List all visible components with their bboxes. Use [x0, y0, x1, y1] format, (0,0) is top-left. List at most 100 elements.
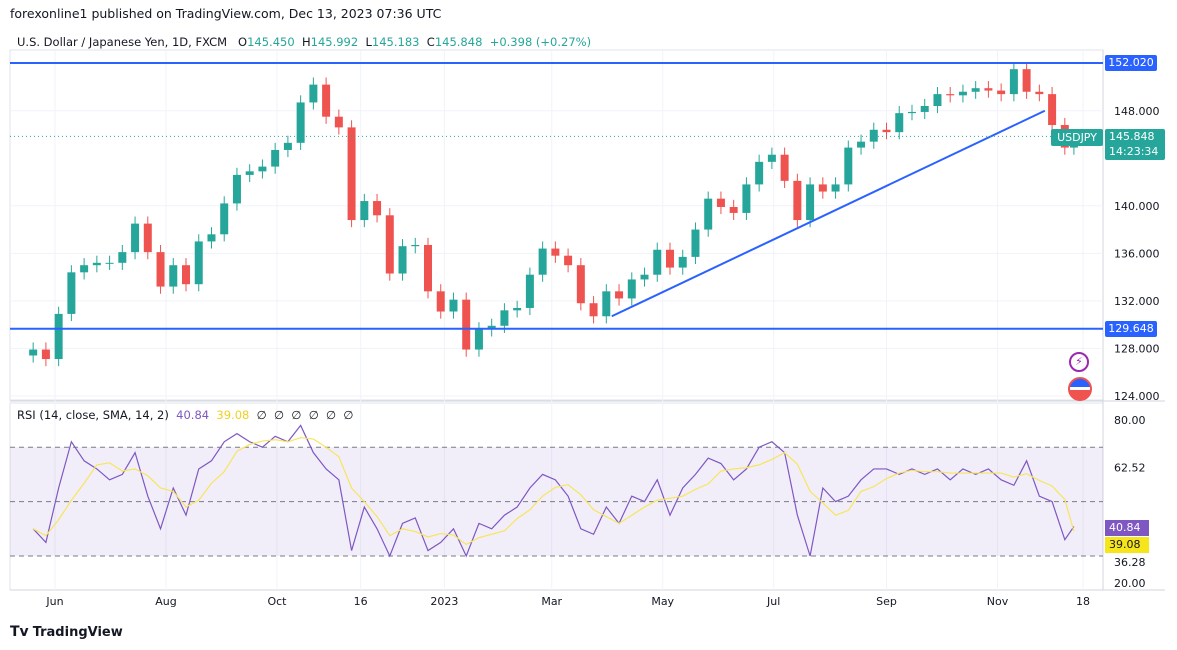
time-tick: 16 [354, 595, 368, 608]
candle [538, 248, 547, 275]
candle [907, 111, 916, 114]
candle [322, 84, 331, 117]
tradingview-logo[interactable]: 𝗧𝘃 TradingView [10, 624, 123, 640]
symbol-badge: USDJPY [1051, 129, 1103, 146]
empty-value: ∅ [308, 408, 319, 422]
lightning-icon[interactable]: ⚡ [1069, 352, 1089, 372]
candle [958, 91, 967, 96]
time-tick: Mar [541, 595, 562, 608]
candle [474, 329, 483, 350]
price-tick: 124.000 [1114, 390, 1160, 403]
close-value: 145.848 [434, 35, 483, 49]
high-label: H [301, 35, 311, 49]
rsi-value: 40.84 [176, 408, 210, 422]
candle [398, 246, 407, 274]
rsi-tick: 20.00 [1114, 577, 1146, 590]
price-tick: 136.000 [1114, 247, 1160, 260]
candle [118, 252, 127, 263]
candle [818, 184, 827, 192]
time-tick: Nov [987, 595, 1009, 608]
level-label-129: 129.648 [1105, 321, 1157, 337]
empty-value: ∅ [343, 408, 354, 422]
candle [182, 265, 191, 285]
candle [831, 184, 840, 192]
candle [423, 245, 432, 292]
candle [232, 174, 241, 204]
close-label: C [426, 35, 435, 49]
candle [869, 129, 878, 142]
time-tick: May [651, 595, 674, 608]
candle [41, 349, 50, 360]
candle [844, 147, 853, 185]
us-flag-icon[interactable] [1068, 377, 1092, 401]
candle [933, 94, 942, 107]
candle [857, 141, 866, 148]
last-price-label: 145.848 14:23:34 [1105, 129, 1165, 160]
candle [602, 291, 611, 317]
candle [258, 166, 267, 172]
candle [640, 274, 649, 280]
symbol-name: U.S. Dollar / Japanese Yen, 1D, FXCM [17, 35, 228, 49]
candle [513, 307, 522, 311]
candle [793, 180, 802, 221]
candle [347, 127, 356, 221]
low-value: 145.183 [371, 35, 420, 49]
symbol-legend: U.S. Dollar / Japanese Yen, 1D, FXCM O 14… [17, 35, 591, 49]
candle [755, 161, 764, 185]
candle [704, 198, 713, 230]
candle [1022, 69, 1031, 92]
candle [54, 313, 63, 360]
time-tick: Sep [876, 595, 897, 608]
candle [309, 84, 318, 103]
candle [767, 154, 776, 162]
candle [360, 201, 369, 221]
candle [156, 252, 165, 287]
candle [207, 234, 216, 242]
level-label-152: 152.020 [1105, 55, 1157, 71]
candle [716, 198, 725, 207]
candle [334, 116, 343, 128]
empty-value: ∅ [256, 408, 267, 422]
empty-value: ∅ [291, 408, 302, 422]
rsi-value-label: 40.84 [1105, 520, 1149, 536]
candle [665, 249, 674, 268]
candle [729, 206, 738, 213]
empty-value: ∅ [274, 408, 285, 422]
candle [67, 272, 76, 314]
candle [385, 215, 394, 274]
candle [653, 249, 662, 275]
candle [449, 299, 458, 312]
rsi-sma-value: 39.08 [216, 408, 250, 422]
candle [296, 102, 305, 143]
candle [283, 142, 292, 150]
published-info: forexonline1 published on TradingView.co… [10, 6, 442, 21]
rsi-title: RSI (14, close, SMA, 14, 2) [17, 408, 169, 422]
candle [971, 88, 980, 92]
candle [92, 262, 101, 266]
candle [806, 184, 815, 221]
candle [105, 262, 114, 264]
candle [487, 325, 496, 330]
candle [271, 149, 280, 167]
rsi-sma-line [32, 437, 1075, 546]
candle [525, 274, 534, 308]
candle [143, 223, 152, 253]
tv-logo-icon: 𝗧𝘃 [10, 624, 29, 640]
time-tick: 2023 [430, 595, 458, 608]
open-label: O [238, 35, 248, 49]
candle [29, 349, 38, 356]
candle [1048, 94, 1057, 126]
candle [462, 299, 471, 350]
candle [742, 184, 751, 213]
high-value: 145.992 [310, 35, 359, 49]
candle [984, 88, 993, 91]
candle [220, 203, 229, 235]
time-tick: 18 [1076, 595, 1090, 608]
time-tick: Jul [766, 595, 780, 608]
candle [946, 94, 955, 96]
last-price: 145.848 [1109, 130, 1155, 143]
rsi-tick: 36.28 [1114, 556, 1146, 569]
candle [678, 256, 687, 268]
candle [194, 241, 203, 285]
